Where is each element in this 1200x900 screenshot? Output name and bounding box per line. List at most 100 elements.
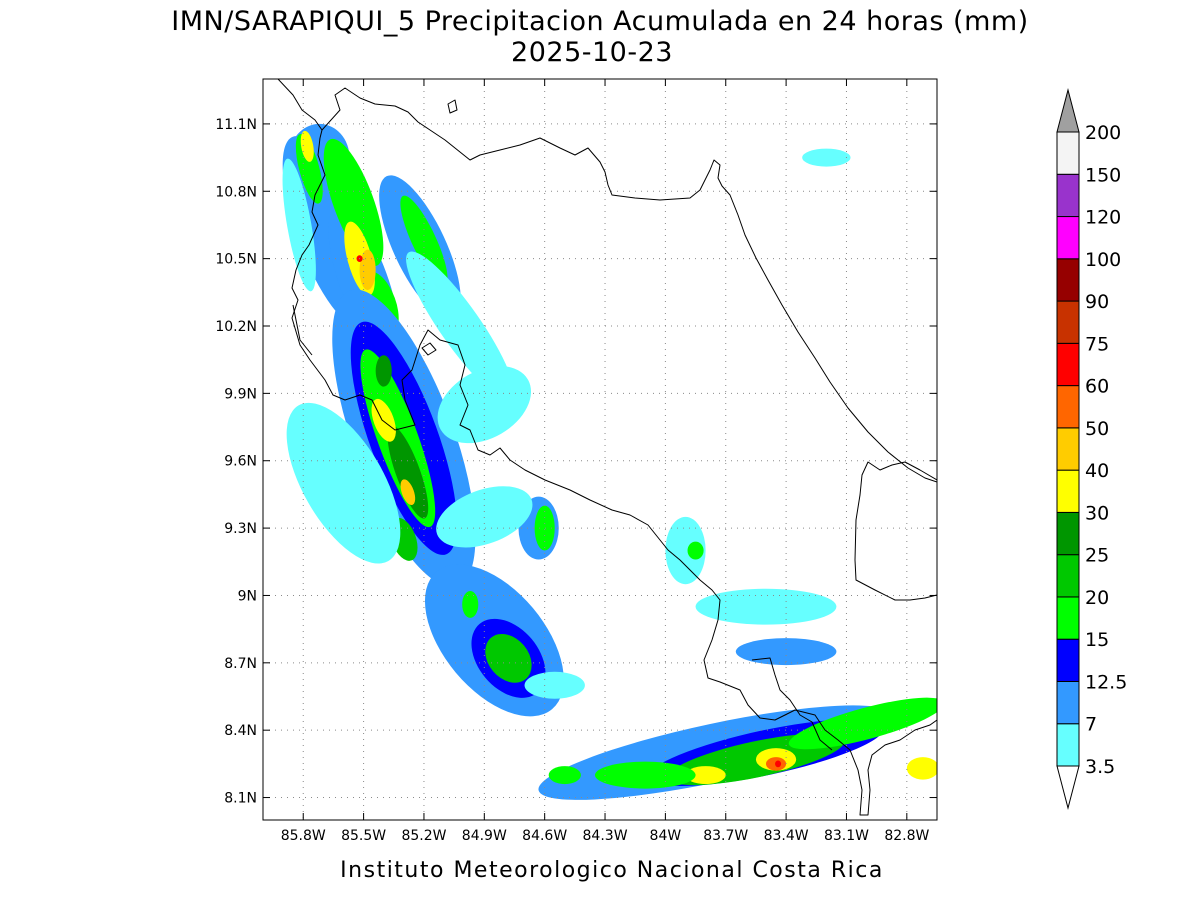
colorbar-swatch-15 xyxy=(1056,638,1080,682)
lon-tick-label: 84W xyxy=(650,828,682,844)
colorbar-label-60: 60 xyxy=(1085,376,1109,398)
precip-cell-7 xyxy=(359,249,376,291)
colorbar-swatch-25 xyxy=(1056,554,1080,598)
colorbar-swatch-40 xyxy=(1056,469,1080,513)
lon-tick-label: 85.5W xyxy=(341,828,386,844)
precip-cell-10 xyxy=(282,158,316,292)
coastlines-borders xyxy=(277,79,937,816)
colorbar-swatch-75 xyxy=(1056,342,1080,387)
lat-tick-label: 10.8N xyxy=(215,184,257,200)
precip-cell-26 xyxy=(436,486,533,548)
lat-tick-label: 8.1N xyxy=(224,791,257,807)
precip-cell-29 xyxy=(485,633,532,683)
island-lake xyxy=(447,99,458,114)
lat-tick-label: 9.6N xyxy=(224,454,257,470)
coastline-caribbean xyxy=(321,87,937,483)
colorbar-label-200: 200 xyxy=(1085,122,1121,144)
precip-cell-36 xyxy=(802,148,851,167)
colorbar-swatch-200 xyxy=(1056,131,1080,175)
map-plot-area xyxy=(263,79,937,820)
precip-cell-25 xyxy=(534,505,555,551)
lat-tick-label: 9N xyxy=(238,588,257,604)
border-costa-rica-panama xyxy=(751,657,833,751)
lat-tick-label: 8.4N xyxy=(224,723,257,739)
precip-cell-20 xyxy=(375,355,392,387)
border-nicaragua-costa-rica xyxy=(292,304,313,356)
precip-cell-30 xyxy=(462,590,479,618)
lon-tick-label: 83.4W xyxy=(764,828,809,844)
map-title: IMN/SARAPIQUI_5 Precipitacion Acumulada … xyxy=(171,6,1028,37)
precip-cell-12 xyxy=(400,195,448,286)
credit-text: Instituto Meteorologico Nacional Costa R… xyxy=(340,858,884,883)
lon-tick-label: 83.1W xyxy=(824,828,869,844)
coastline-nicaragua-pacific xyxy=(277,79,323,139)
precip-cell-46 xyxy=(594,761,696,789)
precip-cell-3 xyxy=(323,138,384,267)
lat-tick-label: 10.2N xyxy=(215,319,257,335)
precip-cell-44 xyxy=(788,697,937,750)
colorbar-label-7: 7 xyxy=(1085,714,1097,736)
precip-cell-17 xyxy=(387,425,429,519)
colorbar-label-15: 15 xyxy=(1085,629,1109,651)
lon-tick-label: 84.6W xyxy=(522,828,567,844)
colorbar-top-arrow xyxy=(1056,88,1080,133)
precip-cell-45 xyxy=(906,757,937,780)
precip-cell-31 xyxy=(524,671,585,699)
precip-cell-13 xyxy=(406,251,515,401)
precip-cell-22 xyxy=(286,402,401,564)
coastline-bocas-del-toro xyxy=(854,461,937,601)
lon-tick-label: 82.8W xyxy=(884,828,929,844)
colorbar-label-20: 20 xyxy=(1085,587,1109,609)
lat-tick-label: 11.1N xyxy=(215,117,257,133)
colorbar-swatch-100 xyxy=(1056,258,1080,302)
coastline-guanacaste xyxy=(291,137,937,816)
precip-cell-18 xyxy=(371,398,396,442)
precip-cell-43 xyxy=(775,760,782,768)
precip-cell-35 xyxy=(735,638,837,666)
precip-cell-33 xyxy=(687,541,704,560)
colorbar-swatch-30 xyxy=(1056,511,1080,556)
colorbar-label-30: 30 xyxy=(1085,502,1109,524)
colorbar-label-100: 100 xyxy=(1085,249,1121,271)
colorbar-label-25: 25 xyxy=(1085,545,1109,567)
precip-cell-34 xyxy=(695,588,837,625)
colorbar-label-3.5: 3.5 xyxy=(1085,756,1115,778)
precip-cell-9 xyxy=(300,130,314,162)
precip-cell-32 xyxy=(665,516,706,585)
precipitation-field xyxy=(282,123,937,800)
colorbar-swatch-12.5 xyxy=(1056,680,1080,725)
colorbar-label-150: 150 xyxy=(1085,164,1121,186)
gulf-island xyxy=(421,342,437,356)
map-frame xyxy=(262,78,938,821)
map-date: 2025-10-23 xyxy=(511,37,673,68)
map-axes-ticks: 85.8W 85.5W 85.2W 84.9W 84.6W 84.3W 84W 83.7W 83… xyxy=(215,79,937,844)
map-gridlines xyxy=(263,79,937,820)
colorbar-legend: 3.5 7 12.5 15 20 25 30 40 50 60 75 90 100 120 150 200 xyxy=(1056,88,1127,810)
colorbar-swatch-120 xyxy=(1056,216,1080,260)
lat-tick-label: 8.7N xyxy=(224,656,257,672)
colorbar-label-75: 75 xyxy=(1085,333,1109,355)
colorbar-label-50: 50 xyxy=(1085,418,1109,440)
colorbar-label-90: 90 xyxy=(1085,291,1109,313)
lon-tick-label: 83.7W xyxy=(703,828,748,844)
colorbar-bottom-arrow xyxy=(1056,765,1080,810)
lon-tick-label: 85.2W xyxy=(401,828,446,844)
colorbar-swatch-20 xyxy=(1056,596,1080,640)
precip-cell-47 xyxy=(548,766,581,785)
colorbar-swatch-60 xyxy=(1056,385,1080,429)
colorbar-label-40: 40 xyxy=(1085,460,1109,482)
colorbar-label-120: 120 xyxy=(1085,207,1121,229)
colorbar-swatch-7 xyxy=(1056,723,1080,767)
precip-cell-19 xyxy=(400,479,416,505)
precip-cell-40 xyxy=(685,766,726,785)
lat-tick-label: 10.5N xyxy=(215,252,257,268)
colorbar-swatch-150 xyxy=(1056,173,1080,218)
lon-tick-label: 85.8W xyxy=(281,828,326,844)
lon-tick-label: 84.3W xyxy=(583,828,628,844)
lon-tick-label: 84.9W xyxy=(462,828,507,844)
lat-tick-label: 9.9N xyxy=(224,386,257,402)
colorbar-swatch-50 xyxy=(1056,427,1080,471)
colorbar-swatch-90 xyxy=(1056,300,1080,344)
colorbar-label-12.5: 12.5 xyxy=(1085,671,1127,693)
